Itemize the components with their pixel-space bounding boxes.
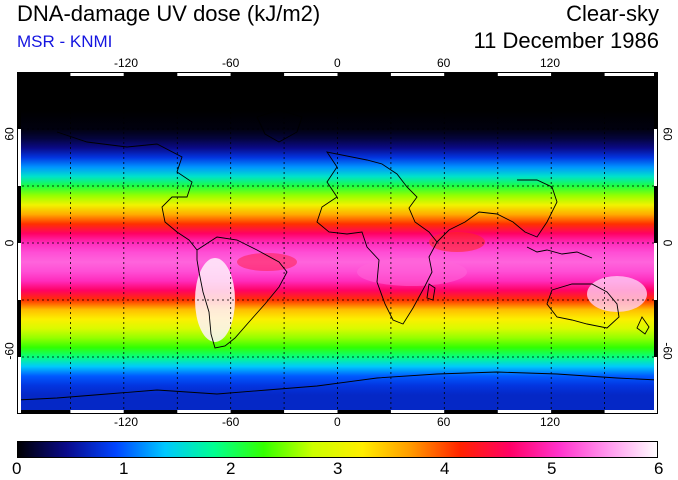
lon-tick-bottom: 120 (540, 415, 561, 429)
colorbar-label-3: 3 (333, 459, 343, 478)
colorbar (17, 441, 658, 458)
lat-tick-right: -60 (660, 342, 675, 360)
lon-tick-bottom: -60 (222, 415, 240, 429)
colorbar-label-4: 4 (440, 459, 450, 478)
europe-africa-coast (316, 151, 438, 325)
south-america-coast (196, 236, 288, 349)
lon-tick-top: -120 (114, 56, 139, 70)
graticule (17, 72, 658, 414)
asia-coast (436, 179, 558, 243)
antarctica-coast (17, 371, 658, 401)
colorbar-label-6: 6 (654, 459, 664, 478)
north-america-coast (56, 131, 198, 251)
greenland-coast (256, 109, 303, 143)
australia-high-dose-patch (587, 276, 647, 312)
new-zealand-coast (636, 316, 650, 335)
australia-coast (546, 283, 620, 329)
lat-tick-right: 0 (660, 239, 675, 247)
lon-tick-top: 120 (540, 56, 561, 70)
lat-tick-left: 0 (2, 239, 17, 247)
date-label: 11 December 1986 (473, 28, 660, 53)
lon-tick-top: 60 (437, 56, 451, 70)
lon-tick-bottom: 0 (334, 415, 341, 429)
lon-tick-bottom: 60 (437, 415, 451, 429)
map-title: DNA-damage UV dose (kJ/m2) (17, 1, 321, 26)
coastlines (17, 109, 658, 401)
map-frame (17, 72, 658, 414)
uv-dose-map (17, 72, 658, 414)
lat-tick-right: 60 (660, 127, 675, 141)
sky-condition-label: Clear-sky (566, 1, 659, 26)
colorbar-label-5: 5 (547, 459, 557, 478)
lon-tick-top: 0 (334, 56, 341, 70)
source-label: MSR - KNMI (17, 32, 113, 51)
colorbar-label-0: 0 (12, 459, 22, 478)
lon-tick-top: -60 (222, 56, 240, 70)
lat-tick-left: -60 (2, 342, 17, 360)
maritime-continent-coast (526, 246, 593, 259)
lon-tick-bottom: -120 (114, 415, 139, 429)
sahel-patch (429, 232, 485, 252)
andes-high-dose-patch (195, 258, 235, 342)
lat-tick-left: 60 (2, 127, 17, 141)
colorbar-label-1: 1 (119, 459, 129, 478)
colorbar-label-2: 2 (226, 459, 236, 478)
africa-high-dose-patch (357, 258, 467, 286)
amazon-cloud-low-patch (237, 253, 297, 271)
colorbar-fill (17, 441, 658, 458)
